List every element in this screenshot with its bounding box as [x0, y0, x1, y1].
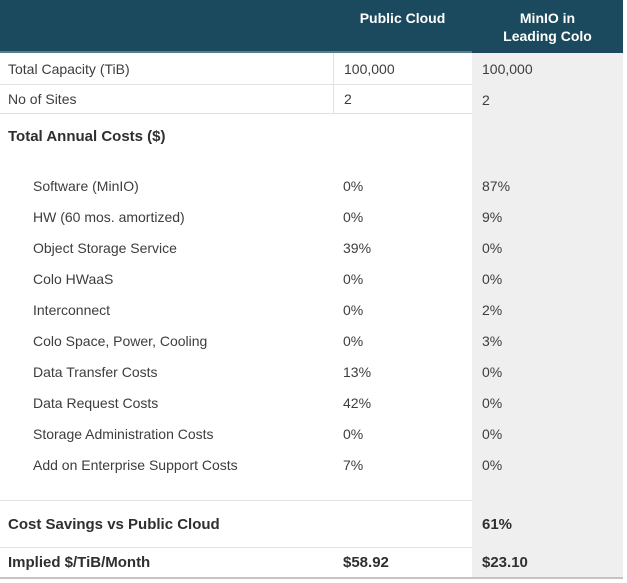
minio-value [472, 114, 623, 158]
row-label: Colo Space, Power, Cooling [33, 332, 208, 349]
header-empty-cell [0, 0, 333, 53]
section-title: Total Annual Costs ($) [8, 127, 166, 145]
public-cloud-value: 0% [343, 425, 364, 442]
public-cloud-value [333, 500, 472, 548]
row-data-request-costs: Data Request Costs 42% 0% [0, 387, 623, 418]
public-cloud-value: 0% [343, 177, 364, 194]
minio-value: 0% [472, 418, 623, 449]
row-section-total-annual-costs: Total Annual Costs ($) [0, 114, 623, 158]
public-cloud-value: $58.92 [333, 548, 472, 579]
row-label: Total Capacity (TiB) [0, 53, 333, 85]
row-label: Add on Enterprise Support Costs [33, 456, 238, 473]
public-cloud-value [333, 114, 472, 158]
row-implied-cost-per-tib-month: Implied $/TiB/Month $58.92 $23.10 [0, 548, 623, 579]
minio-value: 0% [472, 232, 623, 263]
row-software-minio: Software (MinIO) 0% 87% [0, 170, 623, 201]
row-data-transfer-costs: Data Transfer Costs 13% 0% [0, 356, 623, 387]
row-object-storage-service: Object Storage Service 39% 0% [0, 232, 623, 263]
public-cloud-value: 0% [343, 332, 364, 349]
spacer [0, 480, 623, 500]
public-cloud-value: 0% [343, 270, 364, 287]
header-minio: MinIO in Leading Colo [472, 0, 623, 53]
minio-column-label: MinIO in Leading Colo [503, 10, 592, 44]
public-cloud-value: 0% [343, 301, 364, 318]
row-label: No of Sites [0, 85, 333, 114]
public-cloud-value: 100,000 [333, 53, 472, 85]
public-cloud-value: 0% [343, 208, 364, 225]
minio-value: 0% [472, 449, 623, 480]
minio-value: 100,000 [472, 53, 623, 85]
row-label: HW (60 mos. amortized) [33, 208, 185, 225]
row-cost-savings: Cost Savings vs Public Cloud 61% [0, 500, 623, 548]
minio-value: 0% [472, 387, 623, 418]
row-interconnect: Interconnect 0% 2% [0, 294, 623, 325]
minio-value: 0% [472, 356, 623, 387]
public-cloud-value: 13% [343, 363, 372, 380]
row-storage-administration-costs: Storage Administration Costs 0% 0% [0, 418, 623, 449]
row-label: Implied $/TiB/Month [0, 548, 333, 579]
minio-value: 9% [472, 201, 623, 232]
public-cloud-value: 7% [343, 456, 364, 473]
minio-value: 61% [472, 500, 623, 548]
row-total-capacity: Total Capacity (TiB) 100,000 100,000 [0, 53, 623, 85]
public-cloud-column-label: Public Cloud [359, 10, 446, 26]
row-label: Data Request Costs [33, 394, 159, 411]
header-public-cloud: Public Cloud [333, 0, 472, 53]
public-cloud-value: 42% [343, 394, 372, 411]
row-label: Cost Savings vs Public Cloud [0, 500, 333, 548]
row-label: Data Transfer Costs [33, 363, 158, 380]
minio-value: 2% [472, 294, 623, 325]
public-cloud-value: 2 [333, 85, 472, 114]
minio-value: 0% [472, 263, 623, 294]
minio-value: $23.10 [472, 548, 623, 579]
row-colo-space-power-cooling: Colo Space, Power, Cooling 0% 3% [0, 325, 623, 356]
row-colo-hwaas: Colo HWaaS 0% 0% [0, 263, 623, 294]
row-label: Software (MinIO) [33, 177, 139, 194]
header-row: Public Cloud MinIO in Leading Colo [0, 0, 623, 53]
spacer [0, 158, 623, 170]
row-label: Object Storage Service [33, 239, 177, 256]
minio-value: 3% [472, 325, 623, 356]
row-label: Colo HWaaS [33, 270, 114, 287]
public-cloud-value: 39% [343, 239, 372, 256]
row-no-of-sites: No of Sites 2 2 [0, 85, 623, 114]
row-label: Interconnect [33, 301, 111, 318]
row-label: Storage Administration Costs [33, 425, 214, 442]
minio-value: 87% [472, 170, 623, 201]
row-add-on-enterprise-support-costs: Add on Enterprise Support Costs 7% 0% [0, 449, 623, 480]
row-hw-amortized: HW (60 mos. amortized) 0% 9% [0, 201, 623, 232]
minio-value: 2 [472, 85, 623, 114]
